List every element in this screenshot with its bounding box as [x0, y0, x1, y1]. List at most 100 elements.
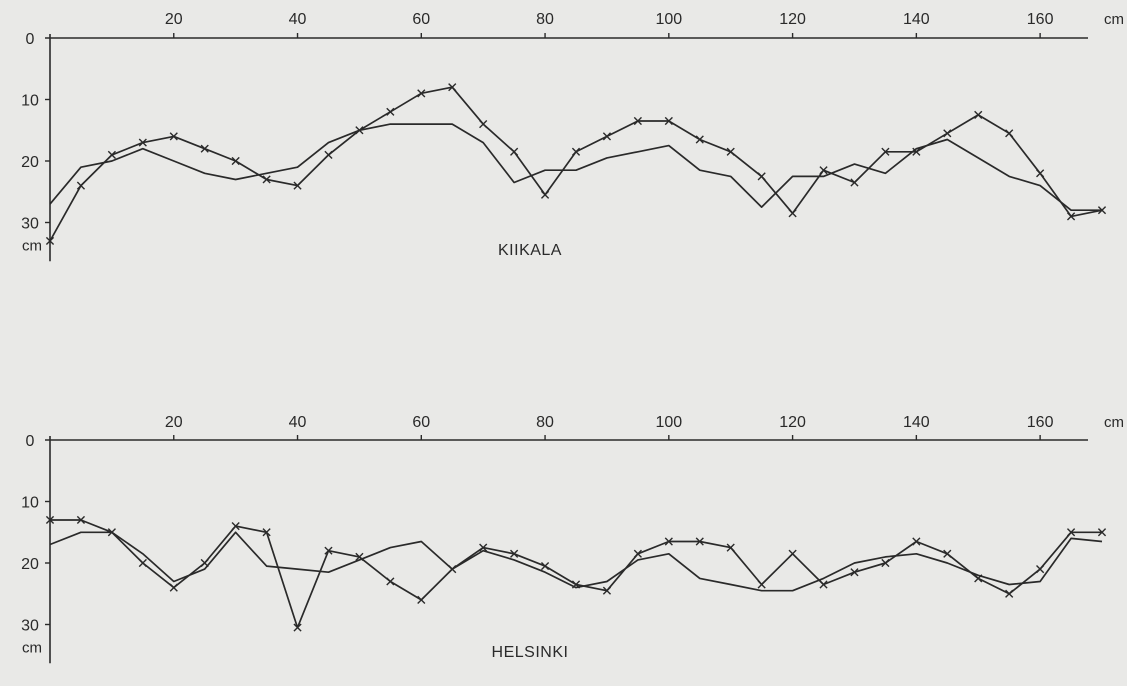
data-point-x-marker — [386, 107, 395, 116]
data-point-x-marker — [788, 549, 797, 558]
data-point-x-marker — [1066, 212, 1076, 221]
marker-stroke — [76, 181, 86, 190]
x-tick-label: 120 — [779, 11, 806, 28]
data-point-x-marker — [881, 147, 890, 156]
marker-stroke — [324, 546, 333, 555]
marker-stroke — [602, 132, 612, 141]
x-tick-label: 100 — [655, 11, 682, 28]
series-line-crossed — [50, 519, 1102, 629]
data-point-x-marker — [479, 120, 488, 129]
data-point-x-marker — [138, 558, 147, 568]
marker-stroke — [448, 83, 457, 92]
marker-stroke — [633, 116, 642, 126]
marker-stroke — [138, 138, 147, 147]
data-point-x-marker — [974, 574, 983, 583]
marker-stroke — [138, 558, 147, 568]
data-point-x-marker — [138, 138, 147, 147]
marker-stroke — [386, 577, 395, 586]
data-point-x-marker — [850, 178, 859, 187]
marker-stroke — [912, 537, 921, 546]
marker-stroke — [633, 549, 642, 558]
data-point-x-marker — [262, 175, 271, 184]
marker-stroke — [974, 110, 983, 119]
data-point-x-marker — [231, 156, 240, 166]
marker-stroke — [819, 580, 828, 589]
data-point-x-marker — [819, 580, 828, 589]
data-point-x-marker — [386, 577, 395, 586]
data-point-x-marker — [540, 190, 550, 199]
data-point-x-marker — [726, 147, 735, 156]
marker-stroke — [200, 144, 209, 153]
marker-stroke — [293, 623, 302, 632]
marker-stroke — [107, 528, 116, 537]
data-point-x-marker — [633, 116, 642, 126]
marker-stroke — [479, 120, 488, 129]
chart-panel-helsinki: 20 40 60 80 100 120 140 160 cm 0 10 20 30 cm HELSINKI — [21, 414, 1124, 664]
data-point-x-marker — [448, 83, 457, 92]
data-point-x-marker — [912, 147, 921, 156]
marker-stroke — [695, 537, 704, 546]
data-point-x-marker — [695, 537, 704, 546]
marker-stroke — [417, 595, 426, 604]
marker-stroke — [1066, 528, 1076, 537]
marker-stroke — [571, 580, 581, 589]
marker-stroke — [107, 150, 116, 159]
data-point-x-marker — [45, 515, 55, 525]
marker-stroke — [664, 537, 673, 546]
chart-title: HELSINKI — [492, 644, 569, 661]
data-point-x-marker — [819, 166, 828, 175]
data-point-x-marker — [850, 568, 859, 577]
data-point-x-marker — [355, 126, 364, 135]
x-tick-label: 120 — [779, 414, 806, 431]
marker-stroke — [726, 147, 735, 156]
data-point-x-marker — [231, 522, 240, 531]
marker-stroke — [386, 107, 395, 116]
data-point-x-marker — [293, 181, 302, 190]
marker-stroke — [262, 528, 271, 537]
data-point-x-marker — [788, 209, 797, 218]
marker-stroke — [943, 549, 952, 558]
marker-stroke — [169, 132, 178, 141]
data-point-x-marker — [1005, 589, 1014, 598]
marker-stroke — [45, 236, 55, 246]
data-point-x-marker — [293, 623, 302, 632]
data-point-x-marker — [1036, 169, 1045, 178]
marker-stroke — [726, 543, 735, 552]
x-tick-label: 20 — [165, 414, 183, 431]
marker-stroke — [850, 568, 859, 577]
x-tick-label: 40 — [289, 11, 307, 28]
x-tick-label: 160 — [1027, 11, 1054, 28]
marker-stroke — [540, 561, 550, 571]
marker-stroke — [448, 565, 457, 574]
marker-stroke — [943, 129, 952, 138]
x-tick-label: 80 — [536, 414, 554, 431]
x-tick-label: 60 — [412, 414, 430, 431]
data-point-x-marker — [479, 543, 488, 552]
y-tick-label: 0 — [26, 433, 35, 450]
marker-stroke — [510, 147, 519, 156]
marker-stroke — [45, 515, 55, 525]
data-point-x-marker — [943, 129, 952, 138]
data-point-x-marker — [200, 144, 209, 153]
data-point-x-marker — [757, 172, 766, 181]
marker-stroke — [881, 558, 890, 568]
x-unit-label: cm — [1104, 11, 1124, 28]
marker-stroke — [881, 147, 890, 156]
data-point-x-marker — [974, 110, 983, 119]
marker-stroke — [324, 150, 333, 159]
data-point-x-marker — [200, 558, 209, 568]
marker-stroke — [200, 558, 209, 568]
marker-stroke — [231, 522, 240, 531]
marker-stroke — [1036, 169, 1045, 178]
marker-stroke — [262, 175, 271, 184]
marker-stroke — [510, 549, 519, 558]
data-point-x-marker — [602, 586, 612, 595]
y-tick-label: 20 — [21, 154, 39, 171]
marker-stroke — [76, 515, 86, 525]
marker-stroke — [355, 552, 364, 561]
marker-stroke — [850, 178, 859, 187]
x-tick-label: 140 — [903, 11, 930, 28]
marker-stroke — [602, 586, 612, 595]
data-point-x-marker — [510, 147, 519, 156]
